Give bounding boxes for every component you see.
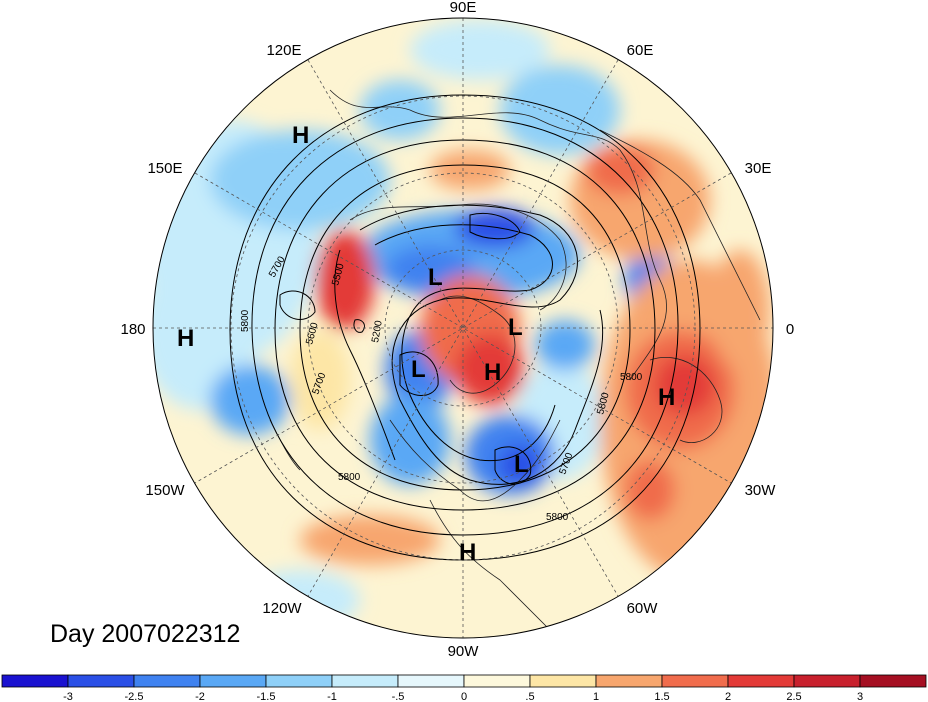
high-pressure-label: H xyxy=(177,325,194,352)
colorbar-box xyxy=(133,674,201,688)
colorbar-tick-label: 0 xyxy=(461,691,467,702)
lon-label: 90E xyxy=(450,0,477,16)
lon-label: 120E xyxy=(266,42,301,59)
colorbar-tick-label: -2 xyxy=(195,691,205,702)
contour-label: 5800 xyxy=(546,512,569,523)
high-pressure-label: H xyxy=(658,384,675,411)
graticule xyxy=(153,18,773,638)
colorbar-tick-label: -2.5 xyxy=(125,691,144,702)
colorbar: -3 -2.5 -2 -1.5 -1 -.5 0 .5 1 1.5 2 2.5 3 xyxy=(1,674,927,702)
lon-label: 60E xyxy=(627,42,654,59)
colorbar-tick-label: -.5 xyxy=(392,691,405,702)
colorbar-tick-label: 3 xyxy=(857,691,863,702)
colorbar-box xyxy=(67,674,135,688)
colorbar-tick-label: 2.5 xyxy=(786,691,801,702)
contour-label: 5800 xyxy=(338,472,361,483)
lon-label: 0 xyxy=(786,321,794,338)
colorbar-boxes xyxy=(1,674,927,688)
colorbar-box xyxy=(397,674,465,688)
colorbar-tick-label: 1.5 xyxy=(654,691,669,702)
colorbar-box xyxy=(265,674,333,688)
lon-label: 60W xyxy=(627,600,659,617)
colorbar-tick-label: -1 xyxy=(327,691,337,702)
colorbar-box xyxy=(727,674,795,688)
colorbar-box xyxy=(199,674,267,688)
lon-label: 30E xyxy=(745,160,772,177)
low-pressure-label: L xyxy=(508,314,523,341)
high-pressure-label: H xyxy=(292,122,309,149)
contour-label: 5200 xyxy=(370,319,385,343)
lon-label: 150E xyxy=(147,160,182,177)
coastlines xyxy=(269,89,761,638)
lon-label: 90W xyxy=(448,643,480,660)
high-pressure-label: H xyxy=(459,539,476,566)
colorbar-tick-label: -1.5 xyxy=(257,691,276,702)
colorbar-tick-label: 2 xyxy=(725,691,731,702)
contour-label: 5800 xyxy=(620,372,643,383)
colorbar-tick-label: .5 xyxy=(525,691,534,702)
longitude-labels: 90E 60E 30E 0 30W 60W 90W 120W 150W 180 … xyxy=(120,0,794,660)
high-pressure-label: H xyxy=(484,359,501,386)
contour-label: 5800 xyxy=(240,309,251,332)
colorbar-tick-label: 1 xyxy=(593,691,599,702)
colorbar-box xyxy=(331,674,399,688)
colorbar-box xyxy=(661,674,729,688)
colorbar-box xyxy=(463,674,531,688)
colorbar-box xyxy=(859,674,927,688)
pressure-centers: H H H H H L L L L xyxy=(177,122,675,566)
colorbar-tick-label: -3 xyxy=(63,691,73,702)
low-pressure-label: L xyxy=(411,356,426,383)
map-boundary xyxy=(152,17,774,639)
colorbar-box xyxy=(793,674,861,688)
colorbar-box xyxy=(595,674,663,688)
low-pressure-label: L xyxy=(514,451,529,478)
lon-label: 180 xyxy=(120,321,145,338)
lon-label: 150W xyxy=(145,482,185,499)
map-title: Day 2007022312 xyxy=(50,620,241,648)
lon-label: 30W xyxy=(745,482,777,499)
colorbar-box xyxy=(1,674,69,688)
colorbar-ticks: -3 -2.5 -2 -1.5 -1 -.5 0 .5 1 1.5 2 2.5 3 xyxy=(63,691,863,702)
polar-map: 90E 60E 30E 0 30W 60W 90W 120W 150W 180 … xyxy=(120,0,794,660)
anomaly-shading xyxy=(153,18,773,638)
colorbar-box xyxy=(529,674,597,688)
low-pressure-label: L xyxy=(428,264,443,291)
lon-label: 120W xyxy=(262,600,302,617)
